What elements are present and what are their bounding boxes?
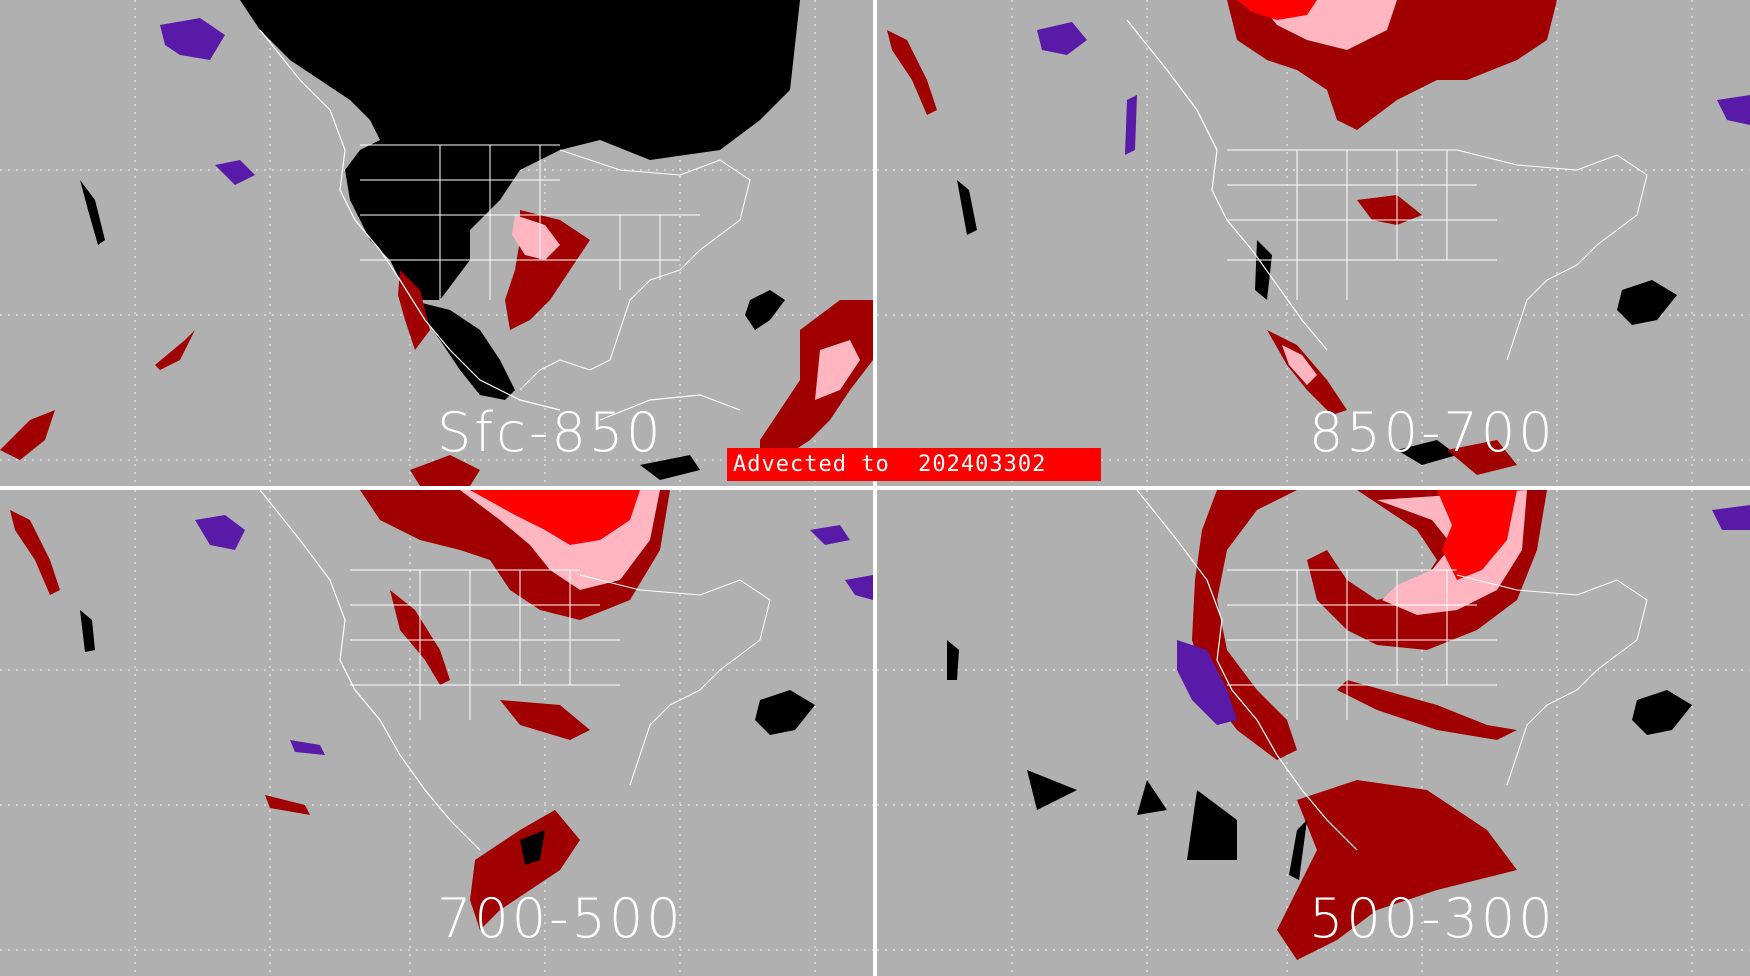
coastlines bbox=[259, 490, 481, 851]
black-pacific bbox=[947, 640, 959, 680]
bright-red-north bbox=[1237, 0, 1317, 20]
black-triangle-2 bbox=[1137, 780, 1167, 815]
black-florida bbox=[520, 830, 545, 865]
black-pacific bbox=[80, 610, 95, 652]
black-swirl bbox=[1617, 280, 1677, 325]
state-borders bbox=[350, 569, 771, 786]
panel-label: 700-500 bbox=[437, 887, 684, 950]
red-florida bbox=[470, 810, 580, 930]
purple-blob-2 bbox=[810, 525, 850, 545]
purple-streak bbox=[290, 740, 325, 755]
pacific-red-mid bbox=[155, 330, 195, 370]
red-pacific-bar bbox=[265, 795, 310, 815]
map-700-500 bbox=[0, 490, 873, 976]
black-pacific bbox=[957, 180, 977, 235]
panel-sfc-850: Sfc-850 bbox=[0, 0, 873, 486]
purple-blob-2 bbox=[215, 160, 255, 185]
black-triangle-1 bbox=[1027, 770, 1077, 810]
graticule bbox=[877, 490, 1750, 976]
atlantic-black-swirl bbox=[745, 290, 785, 330]
black-streak-1 bbox=[80, 180, 105, 245]
panel-label: Sfc-850 bbox=[437, 401, 664, 464]
panel-label: 850-700 bbox=[1309, 401, 1556, 464]
red-gulf bbox=[1277, 780, 1517, 960]
black-swirl bbox=[755, 690, 815, 735]
advected-banner: Advected to 202403302 bbox=[727, 448, 1101, 481]
state-borders bbox=[1227, 149, 1648, 361]
purple-blob-1 bbox=[195, 515, 245, 550]
bright-red-north bbox=[470, 490, 640, 545]
red-pacific-west bbox=[10, 510, 60, 595]
purple-right bbox=[1717, 95, 1750, 125]
horizontal-divider bbox=[0, 486, 1750, 490]
panel-700-500: 700-500 bbox=[0, 490, 873, 976]
state-borders bbox=[1227, 569, 1648, 786]
bright-red-swirl bbox=[1437, 490, 1517, 580]
black-bottom bbox=[640, 455, 700, 480]
pacific-red-west bbox=[0, 410, 55, 460]
map-500-300 bbox=[877, 490, 1750, 976]
purple-blob-west bbox=[1177, 640, 1237, 725]
black-streak-west bbox=[1289, 820, 1307, 880]
purple-blob-right bbox=[1712, 505, 1750, 530]
purple-streak bbox=[1125, 95, 1137, 155]
purple-blob-1 bbox=[1037, 22, 1087, 55]
pink-mexico bbox=[1282, 345, 1317, 385]
pink-band-central bbox=[512, 215, 560, 260]
coastlines bbox=[1126, 19, 1328, 351]
black-bottom bbox=[1397, 440, 1457, 465]
black-west bbox=[1255, 240, 1272, 300]
panel-label: 500-300 bbox=[1309, 887, 1556, 950]
red-bottom bbox=[1447, 440, 1517, 475]
black-region-mexico bbox=[410, 300, 515, 400]
black-region-north bbox=[240, 0, 800, 300]
red-swirl-arc bbox=[1192, 490, 1297, 760]
red-band-mid bbox=[1337, 680, 1517, 740]
purple-blob-3 bbox=[845, 575, 873, 600]
red-band-mid bbox=[500, 700, 590, 740]
state-borders bbox=[360, 144, 751, 391]
atlantic-pink bbox=[815, 340, 860, 400]
black-triangle-3 bbox=[1187, 790, 1237, 860]
panel-850-700: 850-700 bbox=[877, 0, 1750, 486]
red-central bbox=[1357, 195, 1422, 225]
black-swirl bbox=[1632, 690, 1692, 735]
map-sfc-850 bbox=[0, 0, 873, 486]
coastlines bbox=[259, 29, 741, 421]
red-bottom bbox=[410, 455, 480, 486]
red-streak-west bbox=[887, 30, 937, 115]
panel-500-300: 500-300 bbox=[877, 490, 1750, 976]
purple-blob-1 bbox=[160, 18, 225, 60]
coastlines bbox=[1136, 490, 1358, 851]
